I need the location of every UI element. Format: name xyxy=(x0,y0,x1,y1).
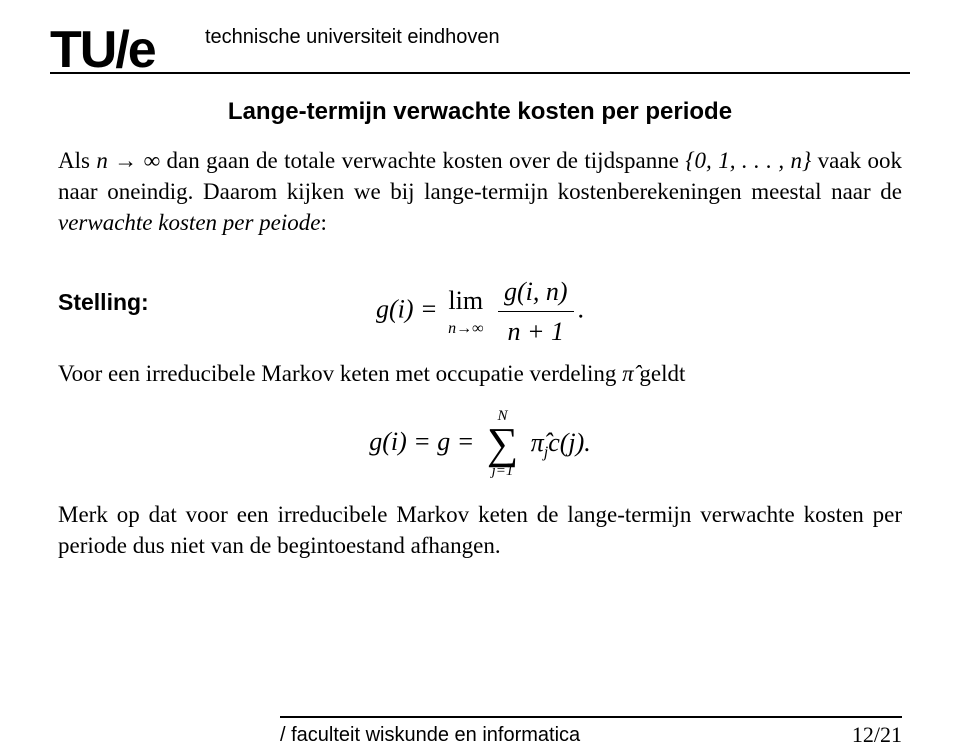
eq2-lhs: g(i) = g = xyxy=(369,427,474,456)
text: dan gaan de totale verwachte kosten over… xyxy=(160,148,685,173)
text: : xyxy=(321,210,327,235)
sigma-icon: ∑ xyxy=(487,424,518,464)
header: TU/e technische universiteit eindhoven xyxy=(50,20,910,80)
footer-rule xyxy=(280,716,902,718)
body: Als n → ∞ dan gaan de totale verwachte k… xyxy=(58,145,902,573)
text: Voor een irreducibele Markov keten met o… xyxy=(58,361,622,386)
lim-top: lim xyxy=(448,283,483,318)
limit: lim n→∞ xyxy=(448,283,483,340)
math-inline: π̂ xyxy=(622,361,634,386)
page-title: Lange-termijn verwachte kosten per perio… xyxy=(0,98,960,126)
text: geldt xyxy=(634,361,686,386)
frac-num: g(i, n) xyxy=(498,274,574,312)
department: / faculteit wiskunde en informatica xyxy=(280,724,580,747)
paragraph-1: Als n → ∞ dan gaan de totale verwachte k… xyxy=(58,145,902,238)
page-number: 12/21 xyxy=(852,722,902,748)
text: Als xyxy=(58,148,96,173)
summation: N ∑ j=1 xyxy=(487,409,518,479)
university-name: technische universiteit eindhoven xyxy=(205,26,500,49)
header-rule xyxy=(50,72,910,74)
eq1-lhs: g(i) = xyxy=(376,295,438,324)
fraction: g(i, n) n + 1 xyxy=(498,274,574,349)
eq2-rhs: π̂jc(j). xyxy=(531,428,591,457)
cj: c(j). xyxy=(548,428,591,457)
eq1-tail: . xyxy=(578,295,585,324)
equation-1: g(i) = lim n→∞ g(i, n) n + 1 . xyxy=(58,274,902,349)
pihat: π̂ xyxy=(531,428,544,457)
frac-den: n + 1 xyxy=(498,312,574,349)
equation-row-1: Stelling: g(i) = lim n→∞ g(i, n) n + 1 . xyxy=(58,250,902,340)
lim-bot: n→∞ xyxy=(448,318,483,340)
emphasis: verwachte kosten per peiode xyxy=(58,210,321,235)
logo: TU/e xyxy=(50,21,155,79)
math-inline: {0, 1, . . . , n} xyxy=(685,148,811,173)
paragraph-2: Voor een irreducibele Markov keten met o… xyxy=(58,358,902,389)
equation-2: g(i) = g = N ∑ j=1 π̂jc(j). xyxy=(58,409,902,479)
math-inline: n → ∞ xyxy=(96,148,160,173)
paragraph-3: Merk op dat voor een irreducibele Markov… xyxy=(58,499,902,561)
slide: TU/e technische universiteit eindhoven L… xyxy=(0,0,960,750)
